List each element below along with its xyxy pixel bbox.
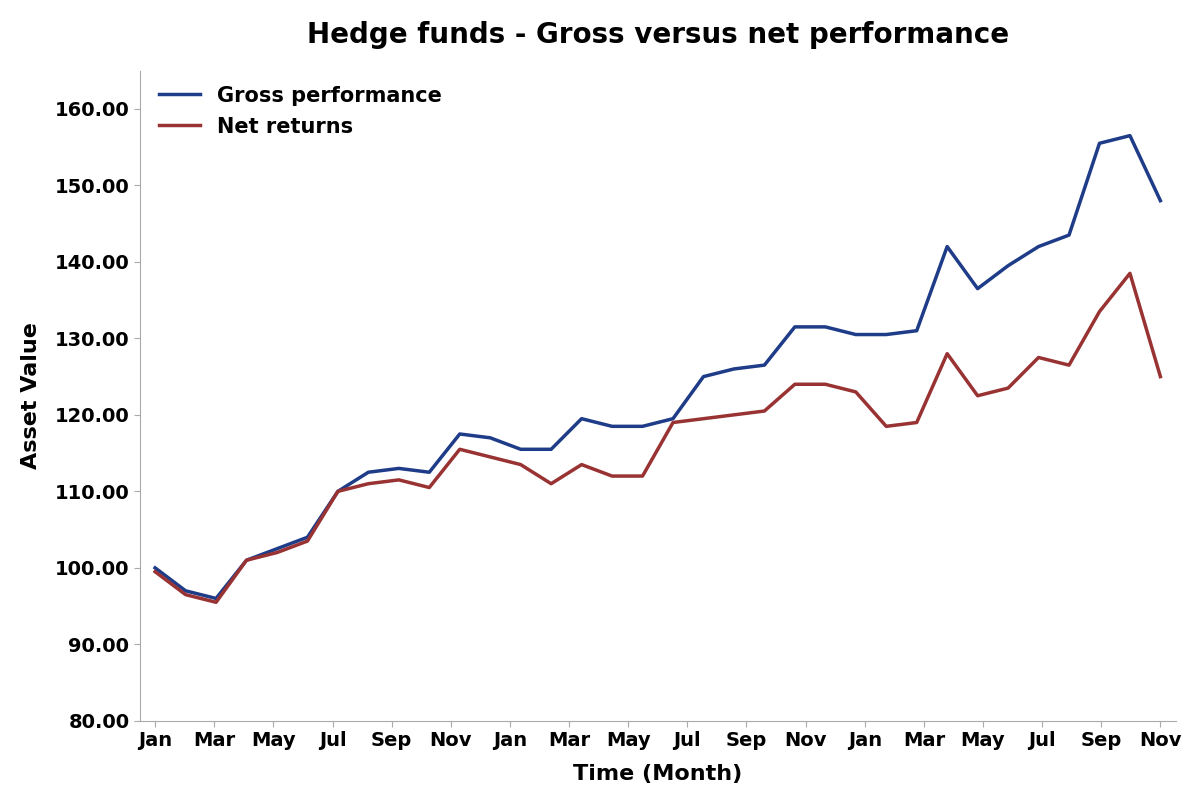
Net returns — [1032, 353, 1046, 362]
Net returns — [636, 471, 650, 481]
Net returns — [666, 418, 680, 427]
Net returns — [483, 452, 497, 462]
Gross performance — [331, 486, 346, 496]
Gross performance — [666, 414, 680, 423]
Gross performance — [818, 322, 832, 332]
Line: Gross performance: Gross performance — [155, 135, 1161, 598]
Gross performance — [604, 422, 619, 431]
Gross performance — [544, 444, 559, 454]
Net returns — [604, 471, 619, 481]
Gross performance — [636, 422, 650, 431]
Net returns — [208, 597, 223, 607]
Net returns — [879, 422, 893, 431]
Net returns — [1153, 372, 1168, 382]
Net returns — [391, 475, 406, 485]
Gross performance — [940, 242, 955, 251]
Net returns — [940, 349, 955, 358]
Net returns — [331, 486, 346, 496]
Gross performance — [787, 322, 802, 332]
Line: Net returns: Net returns — [155, 274, 1161, 602]
Net returns — [361, 479, 376, 489]
X-axis label: Time (Month): Time (Month) — [573, 764, 743, 784]
Net returns — [1062, 361, 1076, 370]
Net returns — [1001, 383, 1015, 393]
Gross performance — [1032, 242, 1046, 251]
Title: Hedge funds - Gross versus net performance: Hedge funds - Gross versus net performan… — [307, 21, 1009, 49]
Net returns — [453, 444, 467, 454]
Gross performance — [423, 468, 437, 477]
Gross performance — [300, 532, 314, 542]
Gross performance — [696, 372, 710, 382]
Gross performance — [208, 593, 223, 603]
Gross performance — [483, 433, 497, 443]
Net returns — [970, 391, 985, 401]
Gross performance — [727, 364, 742, 374]
Net returns — [849, 387, 863, 397]
Gross performance — [148, 563, 163, 572]
Net returns — [696, 414, 710, 423]
Net returns — [240, 555, 254, 565]
Gross performance — [240, 555, 254, 565]
Net returns — [909, 418, 923, 427]
Net returns — [270, 547, 284, 557]
Net returns — [757, 407, 772, 416]
Gross performance — [1092, 138, 1106, 148]
Gross performance — [757, 361, 772, 370]
Gross performance — [574, 414, 589, 423]
Net returns — [544, 479, 559, 489]
Gross performance — [909, 326, 923, 336]
Gross performance — [1122, 130, 1137, 140]
Gross performance — [849, 330, 863, 340]
Net returns — [1092, 307, 1106, 316]
Net returns — [423, 483, 437, 493]
Gross performance — [879, 330, 893, 340]
Net returns — [1122, 269, 1137, 279]
Gross performance — [1001, 261, 1015, 270]
Gross performance — [270, 544, 284, 554]
Legend: Gross performance, Net returns: Gross performance, Net returns — [150, 77, 450, 145]
Gross performance — [361, 468, 376, 477]
Net returns — [513, 460, 527, 469]
Gross performance — [453, 429, 467, 439]
Gross performance — [178, 586, 193, 596]
Net returns — [787, 379, 802, 389]
Gross performance — [1153, 196, 1168, 205]
Gross performance — [513, 444, 527, 454]
Net returns — [178, 590, 193, 600]
Net returns — [300, 536, 314, 546]
Net returns — [727, 410, 742, 419]
Net returns — [818, 379, 832, 389]
Gross performance — [1062, 230, 1076, 240]
Net returns — [574, 460, 589, 469]
Net returns — [148, 567, 163, 576]
Gross performance — [391, 464, 406, 473]
Gross performance — [970, 284, 985, 294]
Y-axis label: Asset Value: Asset Value — [20, 322, 41, 469]
